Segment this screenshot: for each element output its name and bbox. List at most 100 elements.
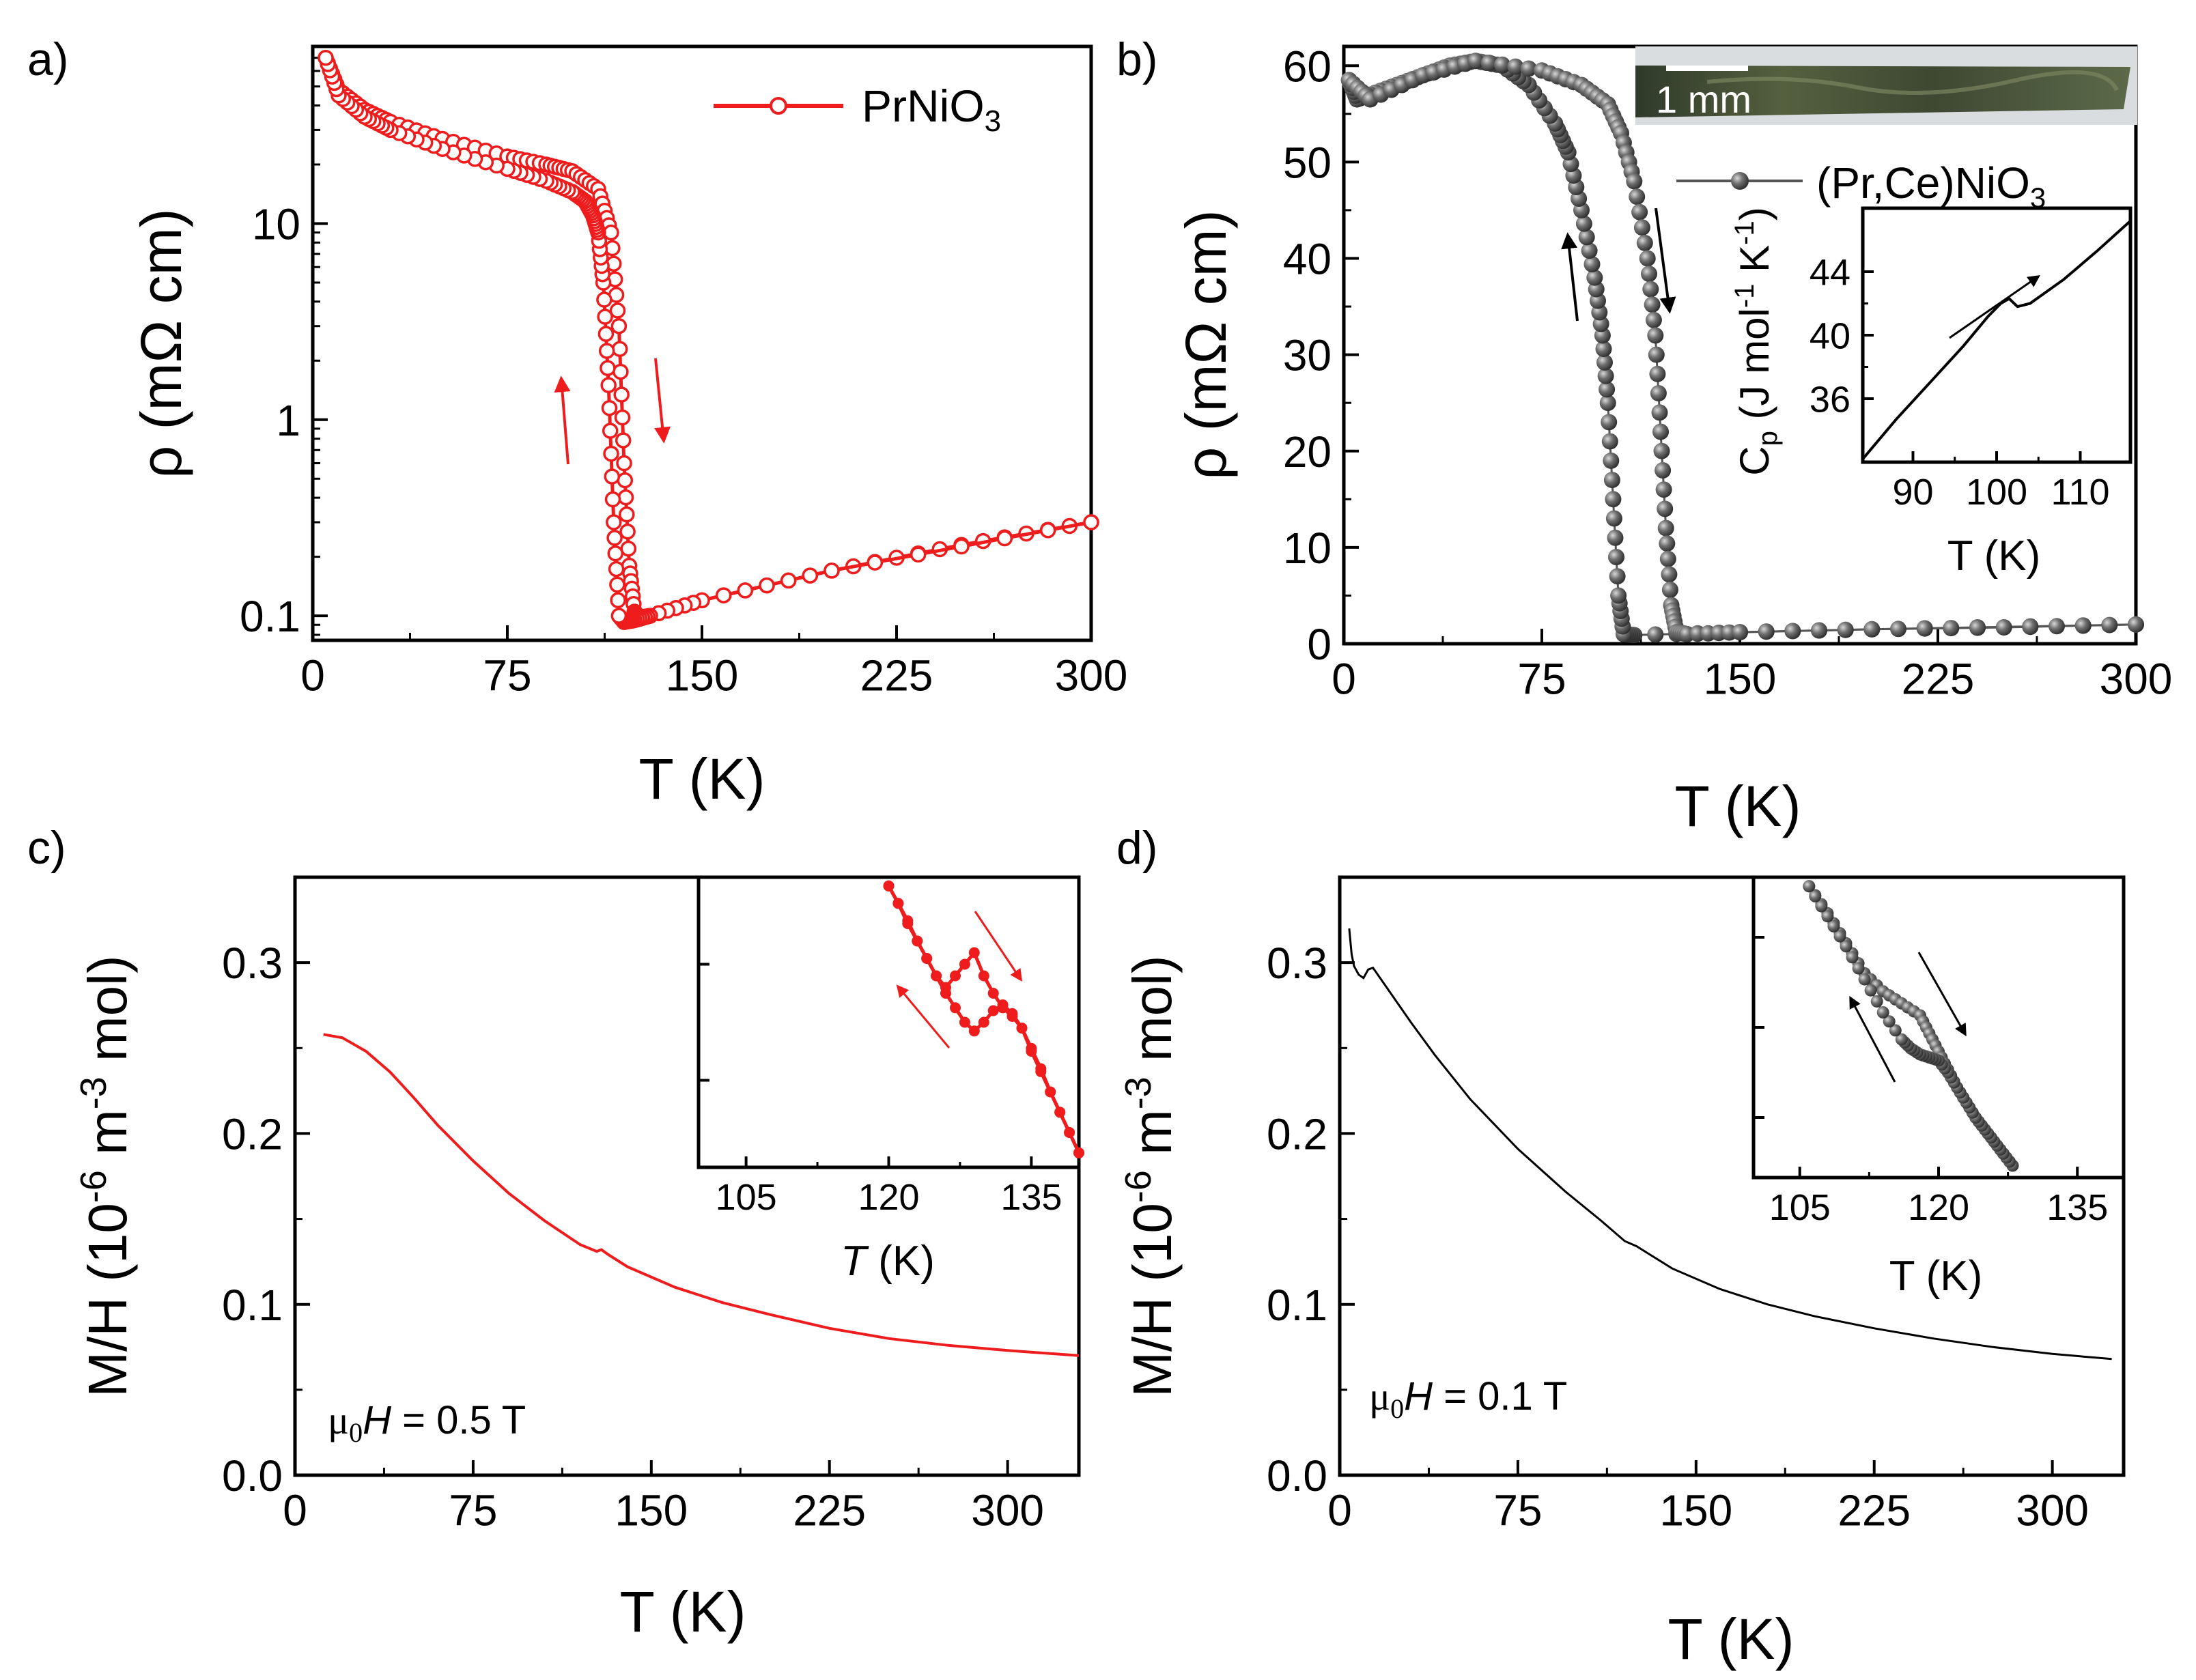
panel-a-series	[318, 49, 1099, 630]
y-tick-label: 0.3	[222, 939, 283, 988]
y-tick-label: 20	[1283, 427, 1332, 476]
panel-d: d) 0 75 150 225 300 0.0 0.1 0.2 0.3 T (K) M/H (1…	[1116, 822, 2126, 1671]
data-point-cooling	[1870, 995, 1883, 1008]
x-tick-label: 100	[1966, 472, 2027, 513]
data-point-cooling	[968, 1025, 980, 1037]
scale-bar	[1666, 66, 1748, 71]
y-tick-label: 44	[1810, 252, 1850, 293]
data-point-cooling	[1064, 1127, 1075, 1138]
data-point-cooling	[1599, 381, 1616, 398]
y-tick-label: 0.1	[1267, 1281, 1327, 1330]
legend-a-label: PrNiO3	[862, 81, 1001, 138]
y-tick-label: 60	[1283, 42, 1332, 91]
data-point-warming	[619, 523, 636, 540]
data-point-cooling	[1821, 910, 1834, 923]
data-point-cooling	[940, 988, 951, 999]
data-point-cooling	[1889, 1024, 1902, 1037]
data-point-warming	[1636, 234, 1653, 251]
x-tick-label: 0	[283, 1486, 307, 1535]
magnetization-line	[1348, 928, 2112, 1361]
panel-c-ylabel: M/H (10-6 m-3 mol)	[73, 955, 138, 1397]
x-tick-label: 150	[1659, 1486, 1732, 1535]
data-point-warming	[950, 970, 961, 982]
data-point-warming	[1732, 624, 1748, 641]
data-point-warming	[609, 302, 626, 319]
x-tick-label: 105	[1769, 1187, 1831, 1228]
data-point-cooling	[1045, 1086, 1056, 1098]
data-point-warming	[1645, 311, 1662, 328]
x-tick-label: 300	[971, 1486, 1044, 1535]
data-point-warming	[1648, 346, 1665, 363]
data-point-warming	[987, 988, 999, 999]
data-point-cooling	[867, 554, 884, 571]
data-point-cooling	[1603, 472, 1620, 489]
x-tick-label: 75	[1517, 655, 1566, 704]
x-tick-label: 150	[666, 651, 739, 700]
data-point-cooling	[606, 530, 623, 546]
data-point-cooling	[1840, 940, 1853, 953]
data-point-cooling	[1610, 587, 1627, 604]
panel-c-ticks: 0 75 150 225 300 0.0 0.1 0.2 0.3	[222, 939, 1044, 1535]
scale-bar-label: 1 mm	[1656, 78, 1751, 121]
data-point-cooling	[1039, 522, 1056, 539]
panel-b-arrow-up	[1561, 232, 1579, 322]
data-point-warming	[620, 540, 637, 557]
data-point-warming	[1652, 423, 1669, 440]
y-tick-label: 1	[276, 396, 300, 445]
panel-d-inset: 105 120 135 T (K)	[1751, 875, 2126, 1300]
data-point-cooling	[1607, 529, 1624, 546]
x-tick-label: 150	[615, 1486, 688, 1535]
data-point-warming	[1811, 622, 1827, 639]
y-tick-label: 40	[1810, 315, 1850, 356]
data-point-cooling	[987, 1005, 999, 1016]
x-tick-label: 90	[1892, 472, 1933, 513]
data-point-warming	[1661, 566, 1678, 583]
panel-c-inset-frame	[696, 875, 1081, 1169]
data-point-warming	[1650, 385, 1667, 402]
data-point-warming	[1626, 173, 1643, 190]
data-point-cooling	[1609, 568, 1626, 585]
y-tick-label: 0.2	[222, 1109, 283, 1158]
panel-b-ticks: 0 75 150 225 300 0 10 20 30 40 50 60	[1283, 42, 2173, 703]
data-point-cooling	[1581, 242, 1598, 259]
legend-b-label: (Pr,Ce)NiO3	[1816, 158, 2046, 214]
panel-c-inset-arrow-right	[974, 911, 1023, 982]
x-tick-label: 0	[1332, 655, 1356, 704]
panel-b-arrow-down	[1655, 208, 1676, 314]
data-point-warming	[2074, 617, 2092, 634]
data-point-cooling	[608, 560, 625, 578]
data-point-cooling	[1575, 215, 1592, 232]
data-point-cooling	[318, 49, 334, 66]
data-point-warming	[1629, 188, 1646, 205]
data-point-cooling	[1864, 984, 1877, 997]
y-tick-label: 10	[1283, 524, 1332, 573]
panel-d-inset-frame	[1751, 875, 2126, 1180]
data-point-cooling	[597, 309, 613, 325]
panel-d-series	[1348, 928, 2112, 1361]
x-tick-label: 135	[1000, 1177, 1062, 1218]
data-point-warming	[1655, 481, 1672, 498]
data-point-warming	[978, 970, 989, 982]
data-point-cooling	[1876, 1006, 1889, 1019]
data-point-warming	[1916, 620, 1933, 637]
data-point-cooling	[902, 918, 914, 929]
x-tick-label: 75	[483, 651, 531, 700]
data-point-warming	[610, 317, 628, 334]
data-point-cooling	[600, 360, 616, 376]
data-point-cooling	[1035, 1066, 1047, 1077]
data-point-cooling	[910, 546, 927, 563]
data-point-warming	[2128, 616, 2144, 633]
panel-c-inset-arrow-left	[896, 984, 951, 1049]
panel-b-inset-xlabel: T (K)	[1947, 532, 2041, 580]
legend-a-marker	[770, 97, 787, 115]
data-point-warming	[1494, 56, 1510, 73]
data-point-cooling	[604, 491, 621, 508]
data-point-cooling	[1601, 414, 1618, 431]
data-point-warming	[1641, 266, 1657, 283]
data-point-cooling	[892, 898, 904, 909]
data-point-cooling	[759, 577, 775, 594]
x-tick-label: 120	[1908, 1187, 1969, 1228]
data-point-cooling	[1895, 1033, 1908, 1046]
y-tick-label: 0.0	[222, 1451, 283, 1500]
data-point-cooling	[1599, 395, 1616, 412]
